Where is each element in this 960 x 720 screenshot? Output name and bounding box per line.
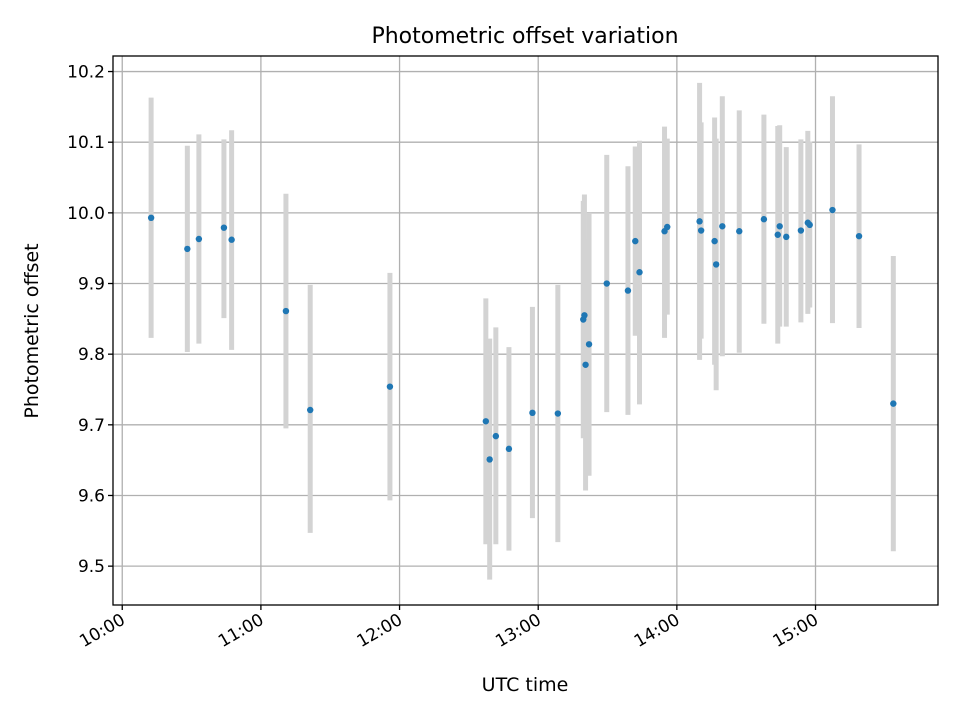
data-point [664, 223, 671, 231]
data-point [636, 269, 643, 276]
data-point [783, 233, 790, 241]
x-tick-label: 11:00 [215, 610, 267, 652]
data-point [492, 432, 500, 440]
y-tick-label: 9.9 [78, 275, 105, 295]
data-point [829, 206, 836, 214]
x-tick-label: 12:00 [354, 610, 406, 652]
grid [113, 56, 938, 605]
x-axis-label: UTC time [482, 674, 569, 696]
data-point [554, 410, 562, 417]
y-tick-label: 9.5 [78, 557, 105, 577]
y-tick-label: 9.8 [78, 345, 105, 365]
data-point [529, 409, 536, 417]
x-tick-label: 13:00 [492, 610, 544, 652]
data-point [774, 231, 781, 238]
data-point [806, 221, 813, 229]
data-point [632, 237, 639, 245]
data-point [582, 361, 589, 368]
data-point [736, 228, 743, 235]
y-tick-label: 10.2 [67, 63, 105, 83]
data-point [220, 224, 228, 231]
x-axis-ticks: 10:00 11:00 12:00 13:00 14:00 15:00 [76, 605, 822, 652]
data-point [711, 237, 718, 245]
data-point [624, 287, 632, 294]
data-point [184, 245, 191, 253]
x-tick-label: 15:00 [770, 610, 822, 652]
data-point [386, 383, 394, 390]
data-point [228, 236, 235, 243]
plot-frame [112, 55, 939, 606]
error-bars [148, 82, 896, 580]
data-point [482, 418, 490, 425]
x-tick-label: 14:00 [631, 610, 683, 652]
y-axis-label: Photometric offset [21, 243, 43, 418]
data-point [697, 227, 705, 234]
data-point [306, 406, 314, 414]
data-point [855, 232, 863, 240]
data-point [581, 312, 588, 319]
data-point [195, 235, 203, 243]
data-point [505, 445, 513, 453]
y-tick-label: 10.0 [67, 204, 105, 224]
data-point [282, 307, 290, 315]
y-tick-label: 9.7 [78, 416, 105, 436]
data-point [585, 341, 593, 348]
x-tick-label: 10:00 [76, 610, 128, 652]
data-point [603, 280, 610, 287]
data-point [776, 223, 783, 230]
data-point [712, 261, 720, 268]
y-tick-label: 9.6 [78, 486, 105, 506]
data-point [696, 218, 703, 225]
data-point [486, 456, 493, 463]
data-point [890, 400, 897, 407]
chart-title: Photometric offset variation [371, 24, 678, 49]
data-point [719, 223, 726, 230]
y-axis-ticks: 9.5 9.6 9.7 9.8 9.9 10.0 10.1 10.2 [67, 63, 113, 577]
data-point [797, 227, 805, 234]
data-points [147, 206, 897, 463]
data-point [147, 214, 155, 222]
data-point [760, 216, 768, 223]
y-tick-label: 10.1 [67, 133, 105, 153]
